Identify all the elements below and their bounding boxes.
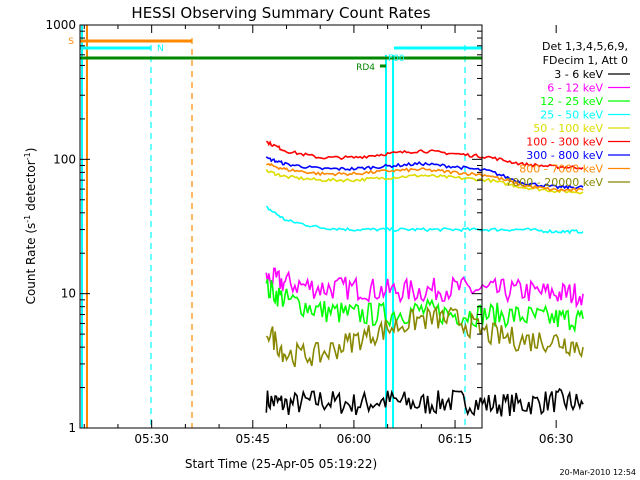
series-line-3: [265, 205, 584, 235]
y-tick-label-0: 1: [68, 421, 76, 435]
legend-header-line2: FDecim 1, Att 0: [543, 54, 628, 67]
x-tick-label-0: 05:30: [134, 432, 169, 446]
observing-flags-layer: S N F00 RD4: [68, 25, 482, 428]
y-label-sup2: -1: [23, 152, 32, 160]
y-label-mid: detector: [24, 160, 38, 215]
legend-label-7: 800 - 7000 keV: [519, 163, 603, 176]
legend-header-line1: Det 1,3,4,5,6,9,: [542, 40, 628, 53]
legend-label-4: 50 - 100 keV: [533, 122, 603, 135]
annotation-n: N: [157, 44, 164, 54]
x-axis-label: Start Time (25-Apr-05 05:19:22): [185, 457, 377, 471]
series-layer: [265, 140, 584, 417]
series-line-8: [265, 305, 584, 368]
y-tick-label-2: 100: [53, 152, 76, 166]
annotation-f00: F00: [388, 54, 405, 64]
y-tick-label-1: 10: [61, 287, 76, 301]
y-tick-label-3: 1000: [45, 18, 76, 32]
series-line-6: [265, 156, 584, 190]
series-line-0: [265, 387, 584, 417]
legend-label-5: 100 - 300 keV: [526, 136, 603, 149]
legend-label-1: 6 - 12 keV: [547, 82, 603, 95]
legend-label-3: 25 - 50 keV: [540, 109, 603, 122]
legend-label-2: 12 - 25 keV: [540, 95, 603, 108]
x-tick-label-1: 05:45: [235, 432, 270, 446]
plot-frame: [79, 24, 483, 429]
chart-title: HESSI Observing Summary Count Rates: [131, 4, 430, 22]
y-label-main: Count Rate (s: [24, 223, 38, 305]
series-line-2: [265, 278, 584, 334]
series-line-7: [266, 162, 584, 193]
y-label-end: ): [24, 148, 38, 153]
y-axis-label: Count Rate (s-1 detector-1): [23, 148, 38, 305]
timestamp: 20-Mar-2010 12:54: [560, 468, 637, 477]
legend-label-8: 7000 - 20000 keV: [505, 176, 603, 189]
annotation-rd4: RD4: [356, 63, 375, 73]
legend-label-0: 3 - 6 keV: [554, 68, 603, 81]
series-line-1: [265, 267, 584, 309]
y-label-sup1: -1: [23, 215, 32, 223]
x-tick-label-4: 06:30: [539, 432, 574, 446]
annotation-s: S: [68, 37, 74, 47]
x-tick-label-3: 06:15: [438, 432, 473, 446]
series-line-5: [265, 140, 584, 170]
x-tick-label-2: 06:00: [337, 432, 372, 446]
legend-label-6: 300 - 800 keV: [526, 149, 603, 162]
